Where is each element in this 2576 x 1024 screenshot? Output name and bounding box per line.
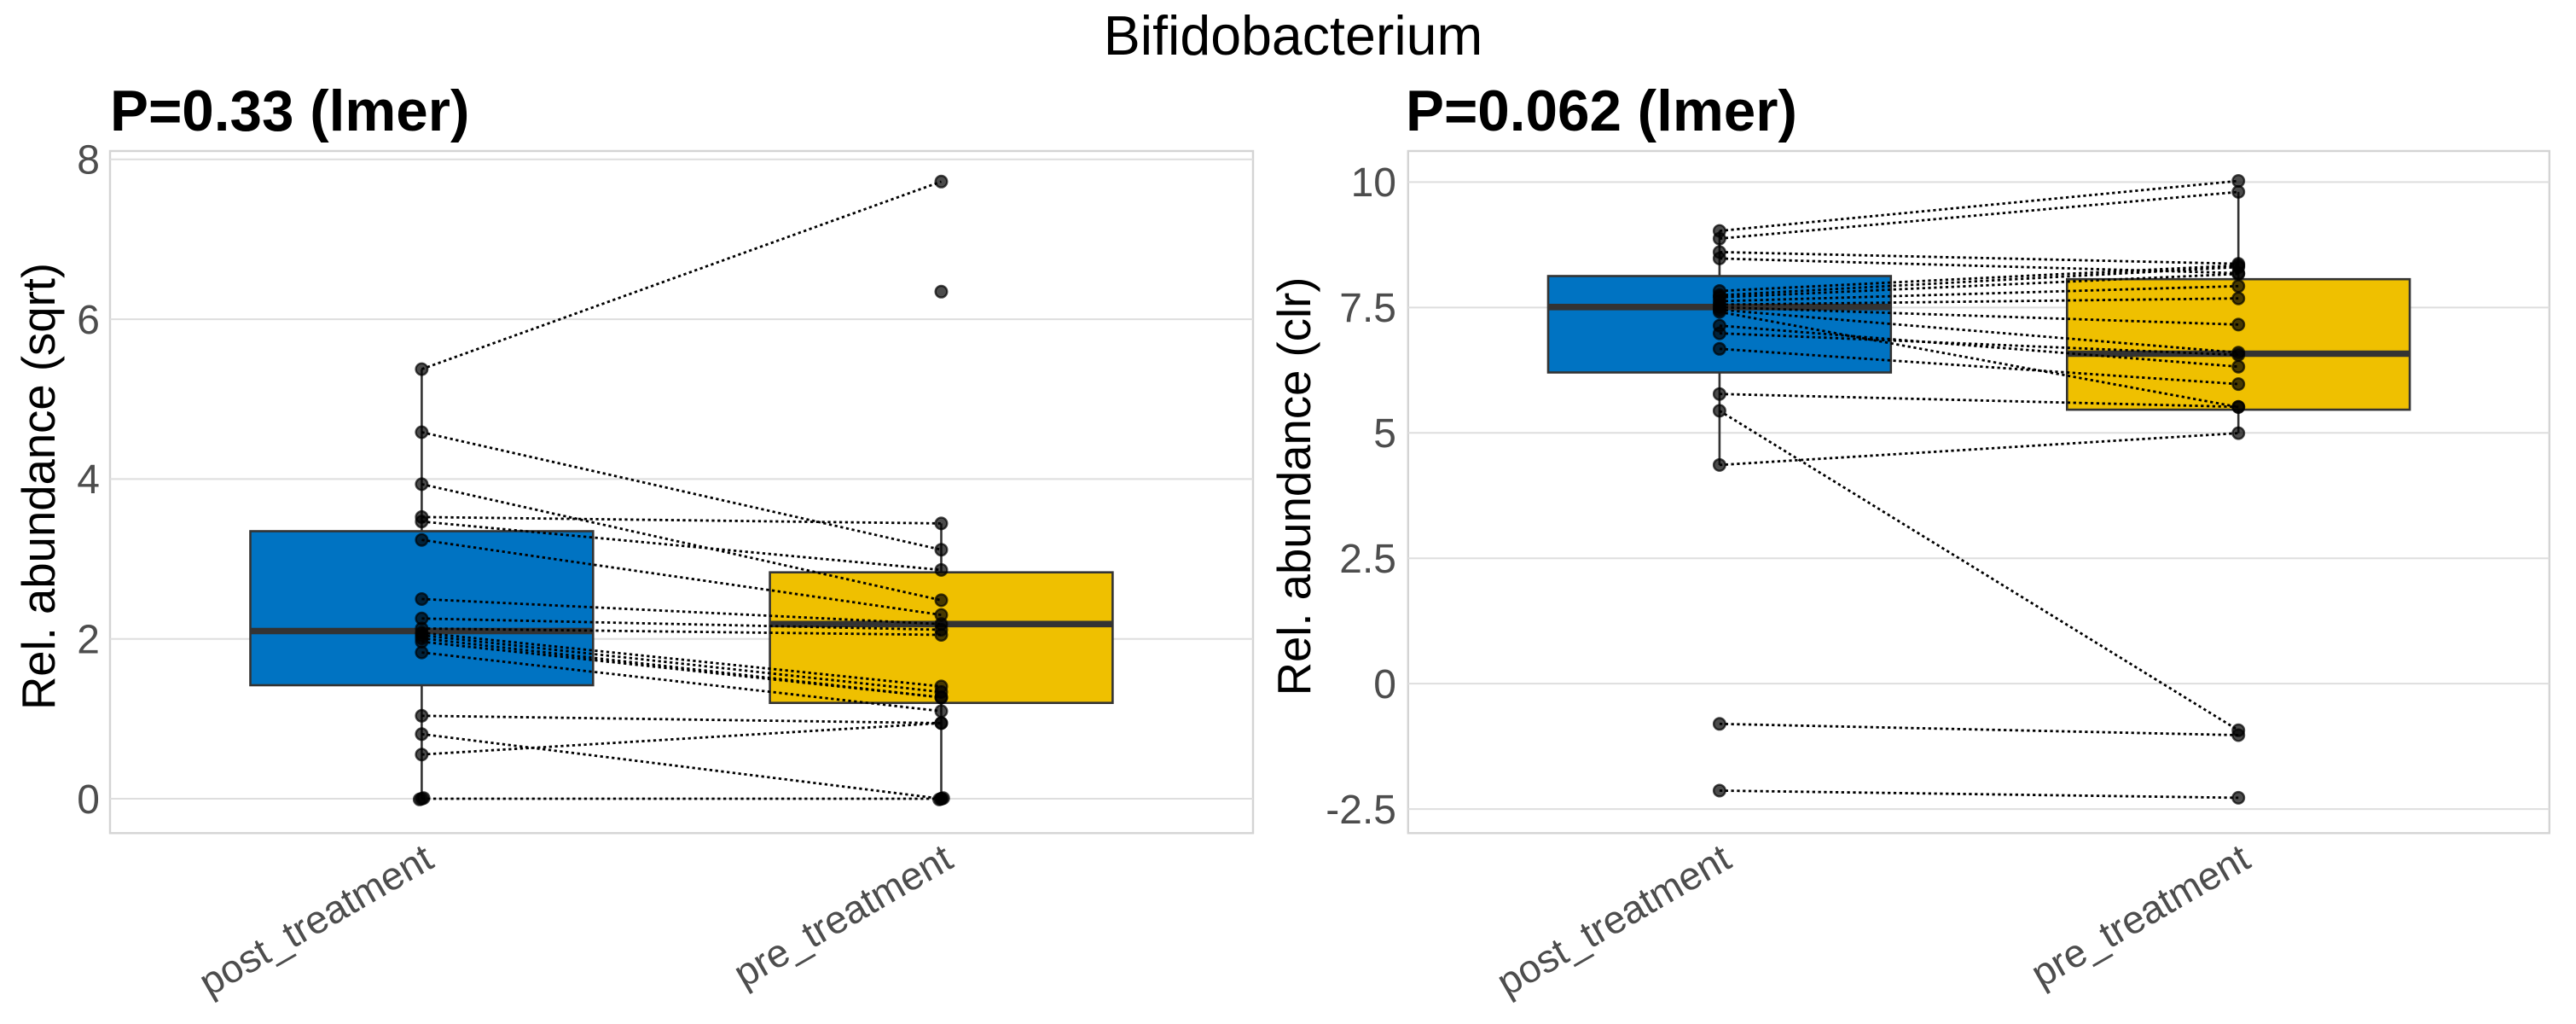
svg-text:7.5: 7.5 — [1339, 286, 1396, 331]
svg-text:-2.5: -2.5 — [1326, 788, 1396, 833]
svg-text:8: 8 — [77, 138, 100, 183]
svg-text:5: 5 — [1373, 411, 1396, 457]
svg-text:Rel. abundance (sqrt): Rel. abundance (sqrt) — [13, 263, 65, 710]
svg-text:Rel. abundance (clr): Rel. abundance (clr) — [1268, 277, 1320, 696]
svg-text:6: 6 — [77, 298, 100, 343]
svg-text:P=0.33 (lmer): P=0.33 (lmer) — [110, 79, 469, 143]
svg-text:0: 0 — [1373, 662, 1396, 707]
svg-text:0: 0 — [77, 777, 100, 823]
svg-text:10: 10 — [1351, 160, 1396, 206]
svg-text:4: 4 — [77, 457, 100, 503]
svg-text:2.5: 2.5 — [1339, 537, 1396, 582]
svg-text:2: 2 — [77, 618, 100, 663]
svg-text:Bifidobacterium: Bifidobacterium — [1104, 5, 1483, 67]
svg-text:P=0.062 (lmer): P=0.062 (lmer) — [1406, 79, 1797, 143]
